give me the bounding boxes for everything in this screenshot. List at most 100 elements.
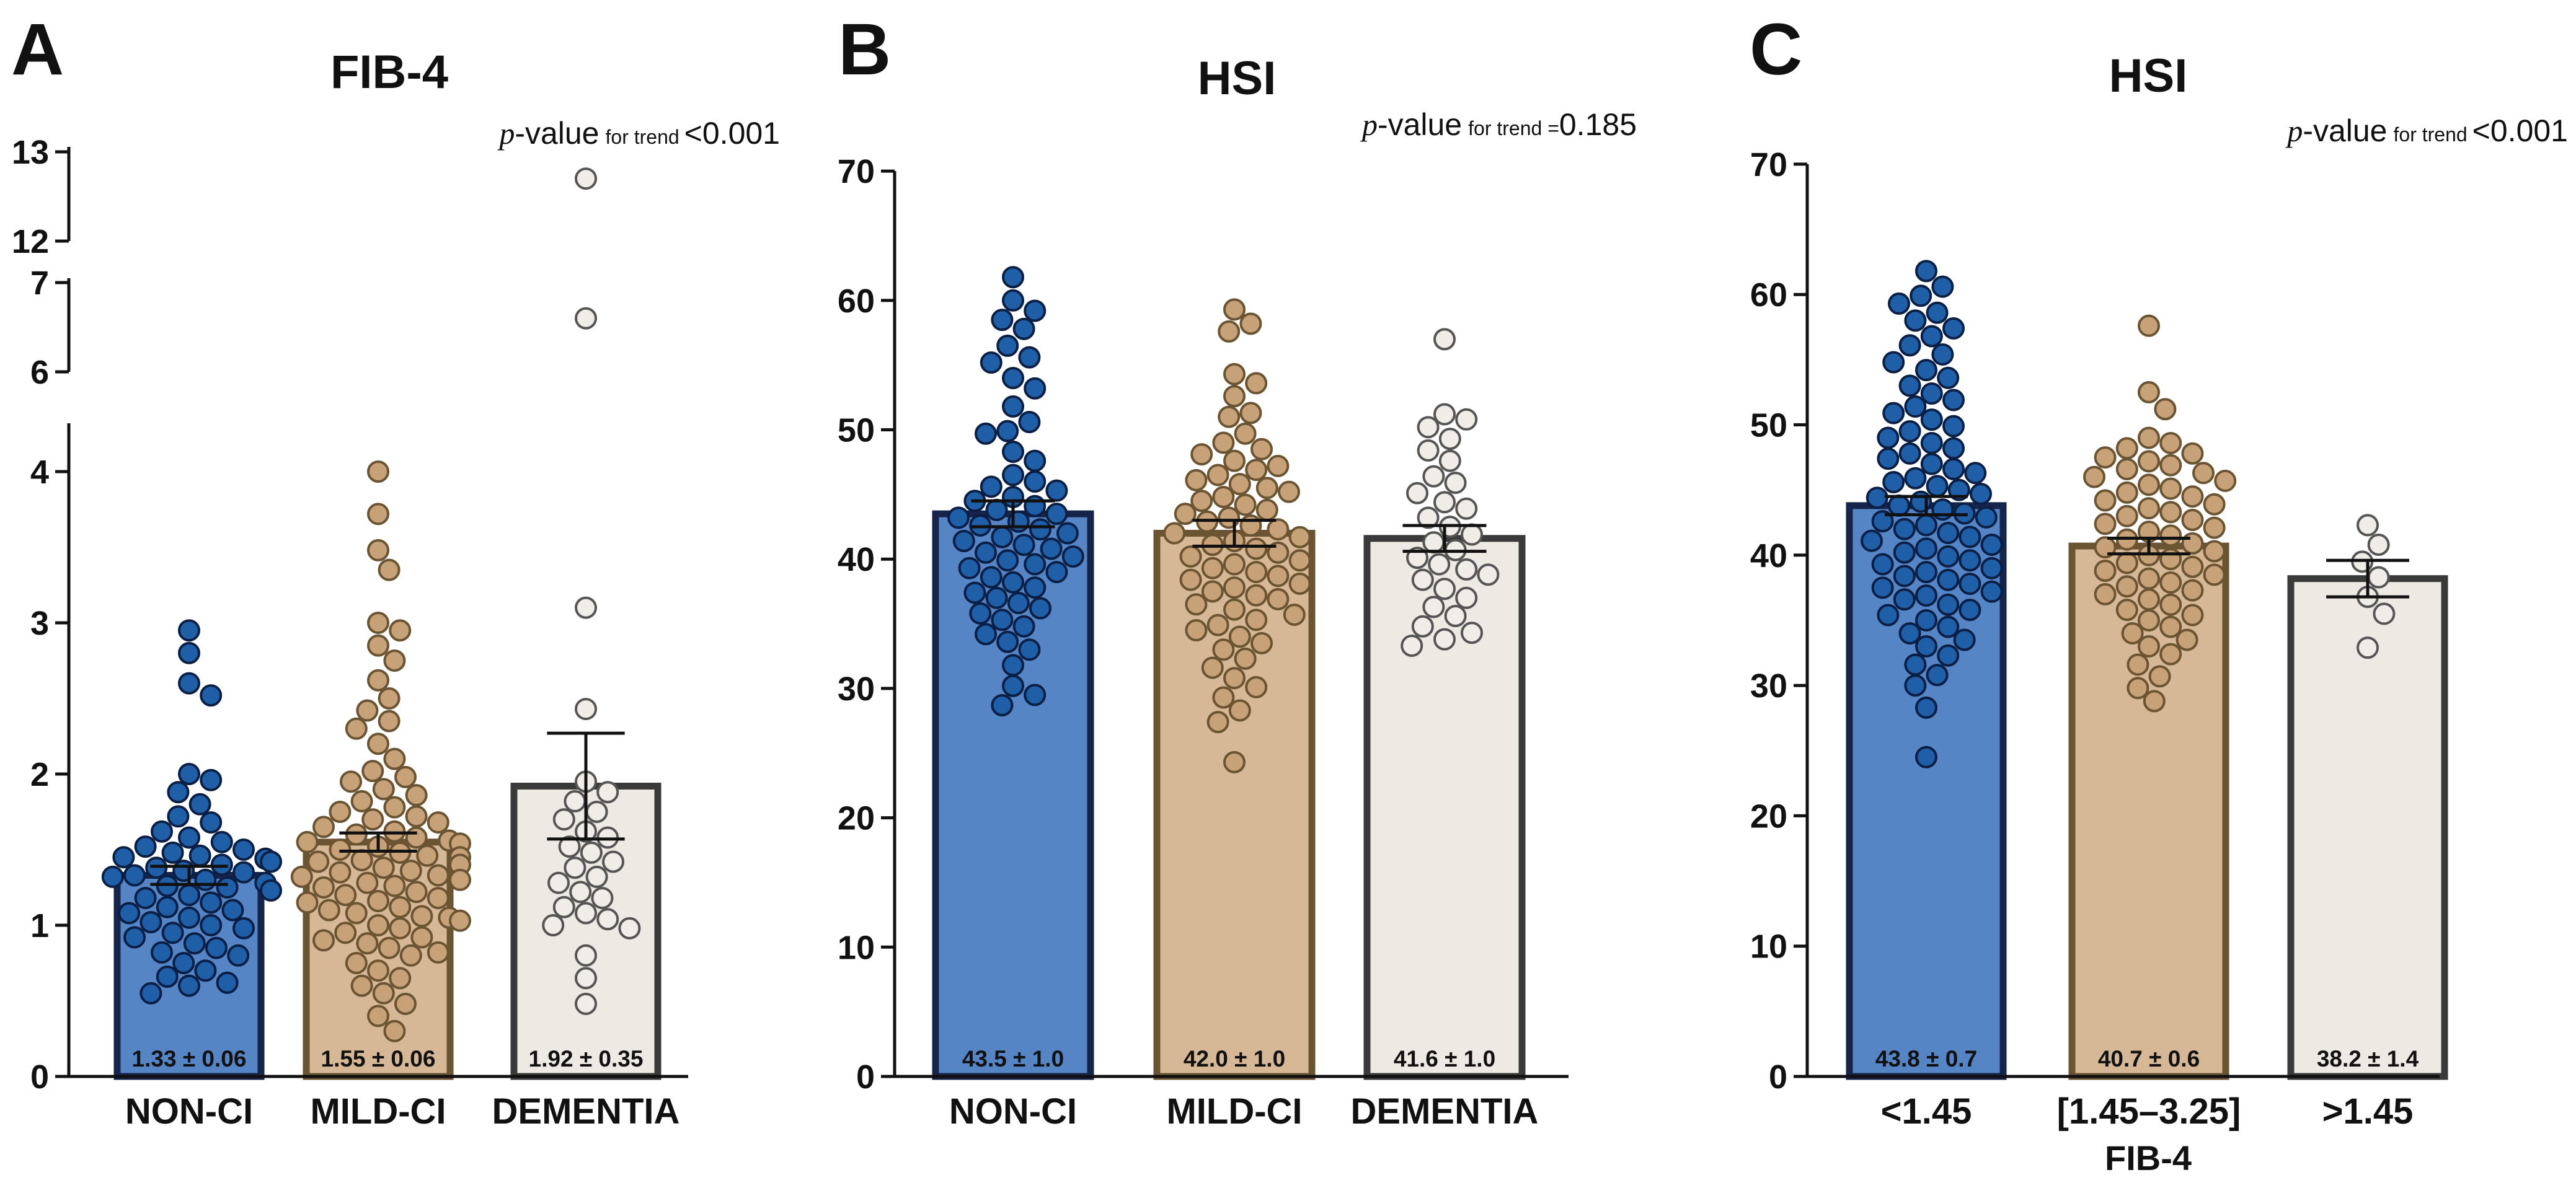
a-point-0-48 [194, 959, 217, 982]
c-point-0-68 [1915, 635, 1937, 658]
a-mean-label-1: 1.55 ± 0.06 [321, 1046, 436, 1071]
c-point-1-15 [2159, 477, 2182, 500]
b-point-1-45 [1245, 584, 1268, 607]
a-point-2-16 [547, 871, 570, 894]
a-point-0-19 [260, 850, 282, 873]
c-point-0-69 [1937, 644, 1960, 667]
c-point-0-25 [1877, 447, 1900, 470]
a-point-0-40 [232, 917, 255, 939]
b-point-1-12 [1223, 449, 1246, 472]
panel-b-p-word: -value [1378, 107, 1462, 142]
a-point-1-5 [389, 619, 412, 642]
a-point-1-45 [290, 865, 313, 888]
c-point-1-55 [2127, 677, 2149, 700]
b-point-1-18 [1255, 477, 1278, 499]
a-point-2-19 [552, 895, 575, 918]
a-point-0-52 [139, 982, 162, 1005]
a-point-1-60 [449, 909, 471, 932]
b-point-2-23 [1455, 586, 1478, 609]
c-point-0-51 [1871, 553, 1894, 576]
a-point-0-3 [200, 684, 223, 707]
a-point-1-46 [449, 868, 471, 891]
a-point-1-44 [427, 864, 449, 887]
c-point-0-36 [1888, 494, 1910, 517]
b-point-0-36 [996, 549, 1019, 572]
a-point-1-77 [383, 1019, 406, 1042]
b-point-1-27 [1239, 514, 1262, 537]
c-error-bar-0 [1885, 495, 1968, 517]
b-point-1-56 [1234, 647, 1257, 670]
c-point-0-45 [1861, 529, 1883, 552]
b-point-0-45 [1007, 592, 1030, 615]
b-point-1-40 [1267, 565, 1290, 587]
a-point-1-66 [356, 932, 379, 955]
c-point-1-52 [2159, 643, 2182, 666]
b-point-0-32 [1012, 534, 1035, 557]
c-point-0-15 [1942, 389, 1965, 411]
b-point-0-30 [991, 526, 1014, 548]
a-point-0-51 [178, 974, 200, 997]
a-point-1-55 [389, 895, 412, 918]
a-point-1-14 [383, 747, 406, 770]
b-point-0-39 [1045, 561, 1068, 584]
b-y-tick-label-3: 30 [838, 671, 875, 708]
a-point-0-45 [151, 941, 173, 964]
b-point-0-9 [1024, 377, 1047, 400]
c-point-0-34 [1866, 486, 1888, 509]
c-point-0-28 [1964, 462, 1987, 485]
panel-b-p-rel: 0.185 [1559, 107, 1637, 142]
c-point-0-70 [1904, 653, 1927, 676]
c-point-0-26 [1920, 452, 1943, 475]
c-point-1-9 [2159, 454, 2182, 477]
panel-letter-a: A [11, 9, 64, 90]
c-point-0-74 [1915, 746, 1937, 768]
c-point-0-60 [1893, 588, 1916, 611]
a-point-0-10 [151, 820, 173, 843]
a-point-0-5 [200, 768, 223, 791]
a-point-1-71 [367, 959, 389, 982]
c-y-tick-label-3: 30 [1750, 667, 1787, 705]
a-point-1-75 [394, 992, 417, 1015]
panel-a-p-symbol: p [497, 116, 515, 151]
b-point-0-25 [947, 506, 970, 529]
c-point-0-32 [1947, 478, 1970, 501]
a-point-0-12 [210, 830, 233, 853]
c-point-1-30 [2094, 536, 2117, 559]
b-point-1-62 [1206, 711, 1229, 734]
b-point-1-1 [1239, 312, 1262, 335]
a-point-1-23 [405, 805, 428, 828]
a-point-1-16 [394, 765, 417, 788]
panel-c-y-axis: 0 10 20 30 40 50 60 70 [1750, 146, 1809, 1096]
c-point-0-3 [1888, 292, 1910, 315]
a-y-tick-label-2: 2 [30, 756, 49, 793]
b-point-1-20 [1212, 486, 1235, 509]
c-point-1-12 [2083, 465, 2105, 488]
a-point-1-41 [372, 856, 395, 879]
a-point-0-26 [194, 868, 217, 891]
panel-b-p-symbol: p [1360, 107, 1378, 142]
b-point-0-18 [980, 475, 1003, 498]
b-point-2-25 [1444, 605, 1467, 628]
b-point-0-14 [1002, 440, 1024, 463]
c-point-1-3 [2138, 426, 2160, 449]
b-mean-label-0: 43.5 ± 1.0 [962, 1046, 1064, 1071]
b-point-1-21 [1190, 490, 1213, 513]
c-mean-label-2: 38.2 ± 1.4 [2317, 1046, 2419, 1071]
a-point-0-31 [178, 884, 200, 907]
a-point-1-67 [378, 936, 401, 959]
c-point-0-58 [1980, 580, 2003, 603]
b-point-1-59 [1245, 675, 1268, 698]
a-point-1-38 [350, 849, 373, 872]
a-point-0-11 [178, 826, 200, 849]
b-point-0-16 [1002, 464, 1024, 486]
b-point-0-42 [1024, 576, 1047, 599]
b-point-2-9 [1406, 482, 1428, 504]
a-point-2-21 [596, 908, 619, 931]
a-point-1-12 [345, 717, 368, 740]
b-point-2-28 [1433, 628, 1456, 651]
c-point-0-62 [1959, 599, 1981, 622]
a-point-1-74 [372, 982, 395, 1005]
c-point-2-0 [2357, 514, 2379, 537]
b-point-2-15 [1422, 531, 1445, 554]
b-point-1-35 [1179, 545, 1202, 568]
